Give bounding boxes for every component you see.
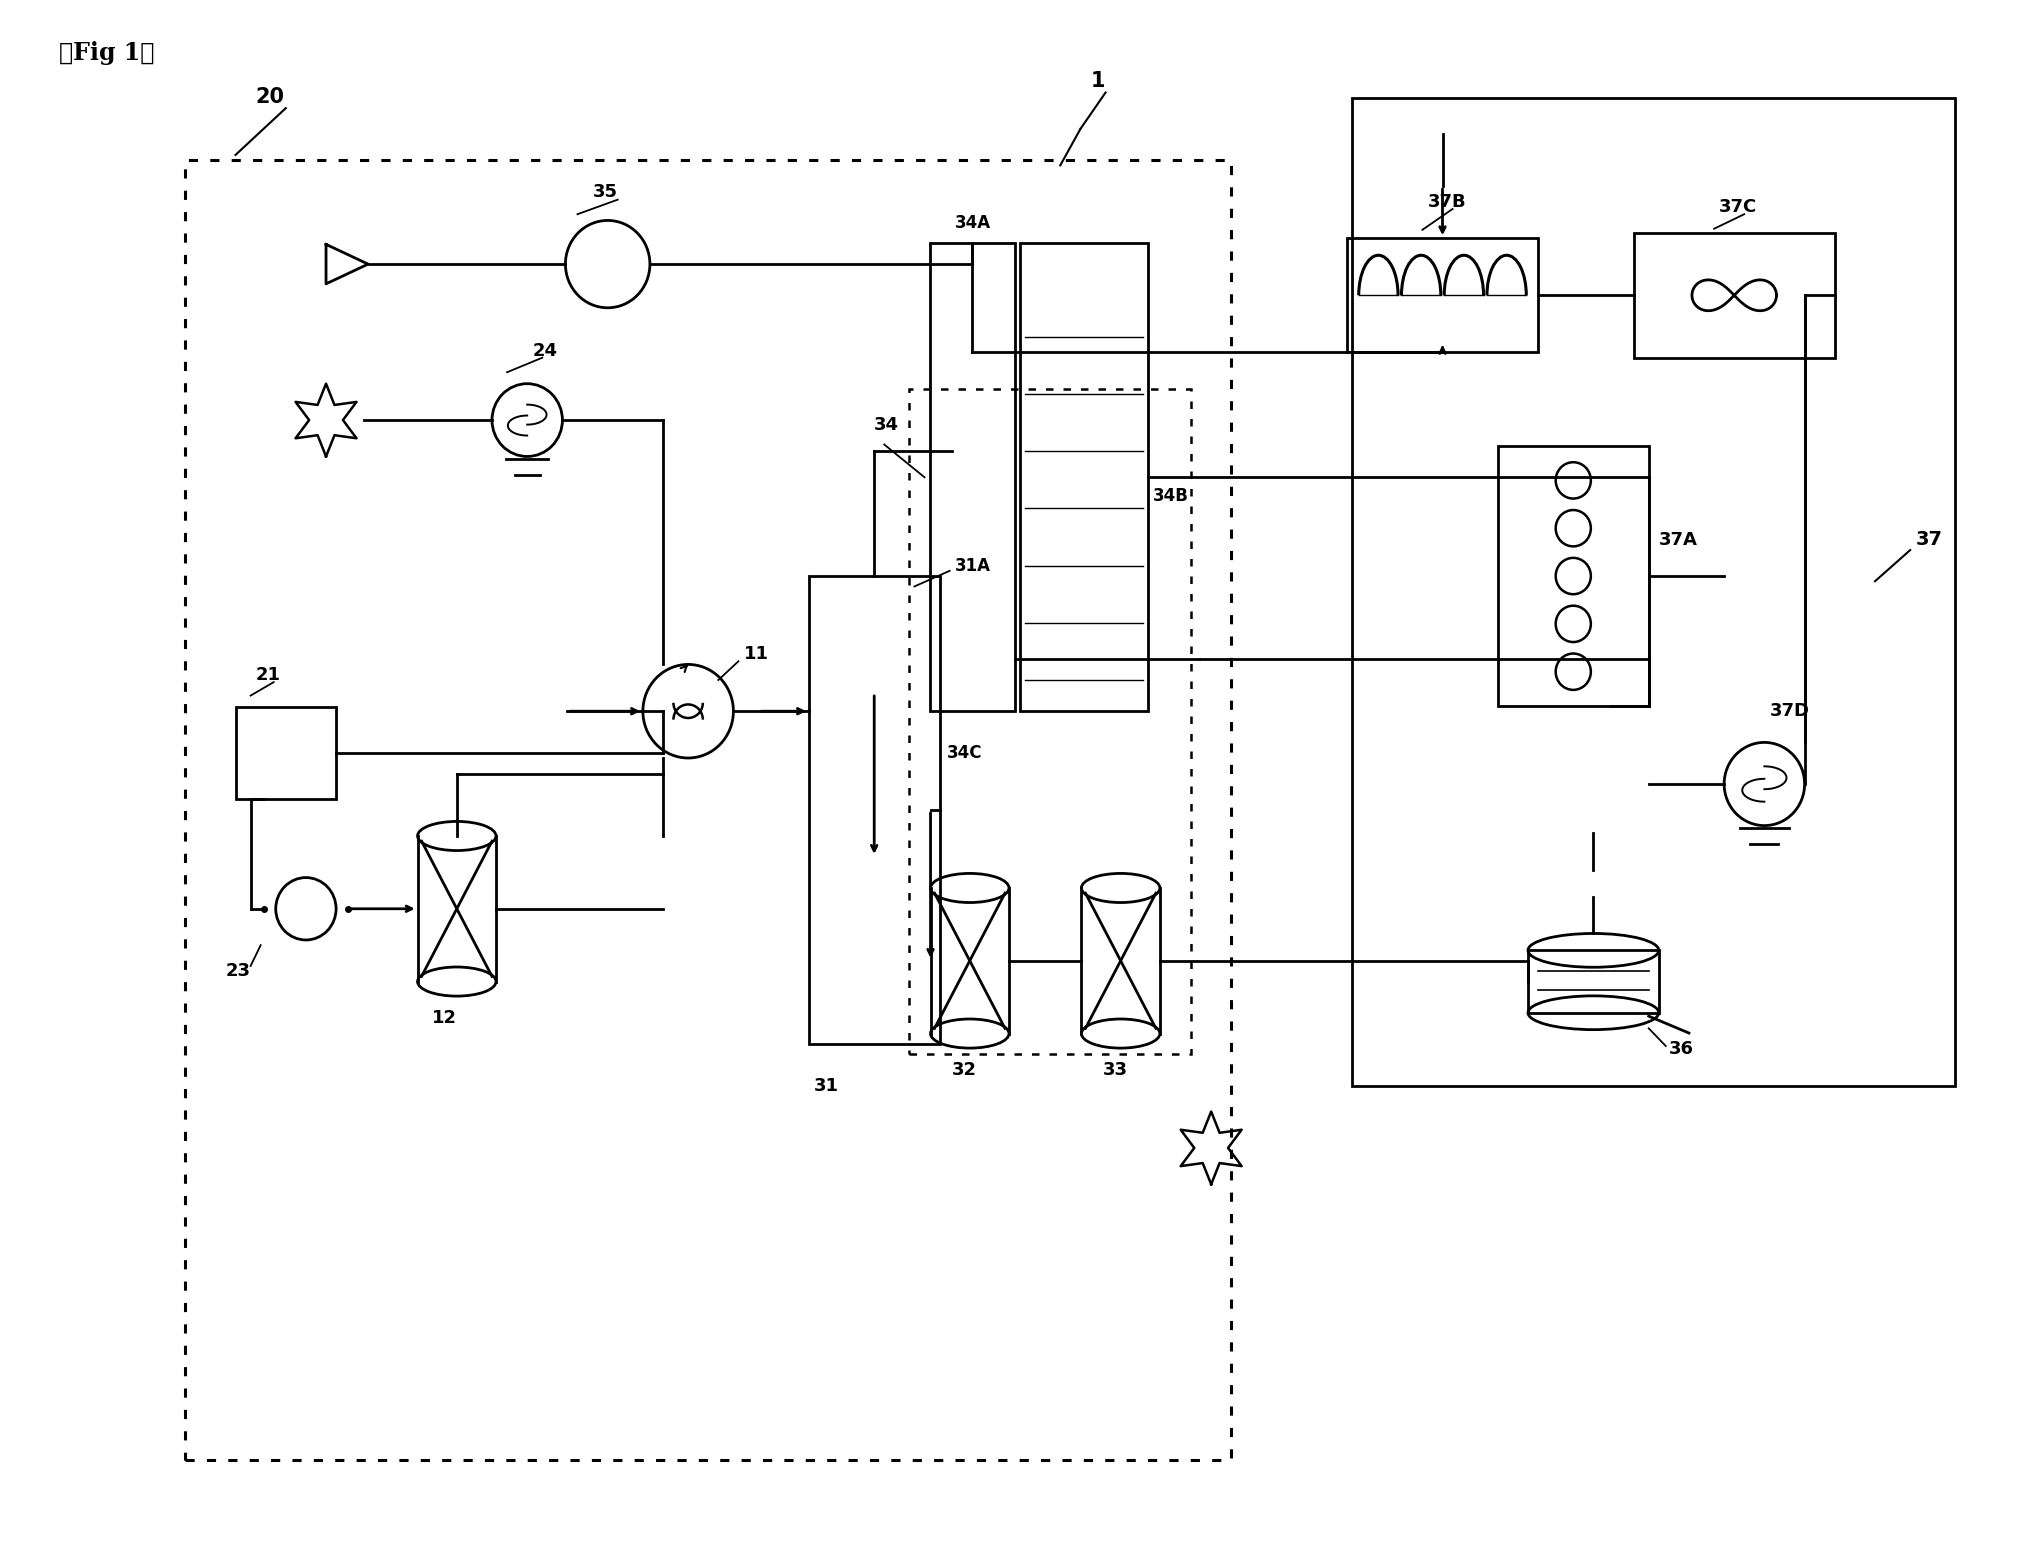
Bar — [1020, 243, 1147, 712]
Text: 34B: 34B — [1153, 486, 1190, 505]
Bar — [1497, 445, 1648, 706]
Text: 37B: 37B — [1428, 193, 1467, 212]
Text: 1: 1 — [1091, 72, 1105, 91]
Text: 12: 12 — [432, 1010, 457, 1027]
Text: 36: 36 — [1669, 1040, 1695, 1058]
Text: 37C: 37C — [1719, 198, 1757, 216]
Text: 33: 33 — [1103, 1062, 1127, 1079]
Text: 23: 23 — [226, 963, 250, 980]
Text: 20: 20 — [257, 86, 285, 107]
Text: 37D: 37D — [1770, 702, 1810, 720]
Text: 『Fig 1』: 『Fig 1』 — [59, 41, 156, 64]
Bar — [1347, 238, 1537, 353]
Text: 37A: 37A — [1658, 532, 1697, 549]
Text: 31A: 31A — [955, 557, 990, 575]
Bar — [1351, 97, 1955, 1085]
Text: 32: 32 — [951, 1062, 976, 1079]
Text: 37: 37 — [1915, 530, 1943, 549]
Bar — [1527, 950, 1658, 1013]
Bar — [186, 160, 1232, 1460]
Text: 34A: 34A — [955, 213, 992, 232]
Bar — [808, 575, 939, 1044]
Bar — [929, 243, 1014, 712]
Bar — [1634, 234, 1834, 358]
Text: 11: 11 — [743, 644, 768, 663]
Bar — [236, 707, 335, 798]
Text: 24: 24 — [531, 342, 558, 359]
Text: 35: 35 — [592, 182, 618, 201]
Text: 31: 31 — [814, 1077, 838, 1094]
Text: 34C: 34C — [947, 743, 982, 762]
Text: 21: 21 — [257, 666, 281, 684]
Bar — [909, 389, 1192, 1054]
Text: 34: 34 — [875, 417, 899, 434]
